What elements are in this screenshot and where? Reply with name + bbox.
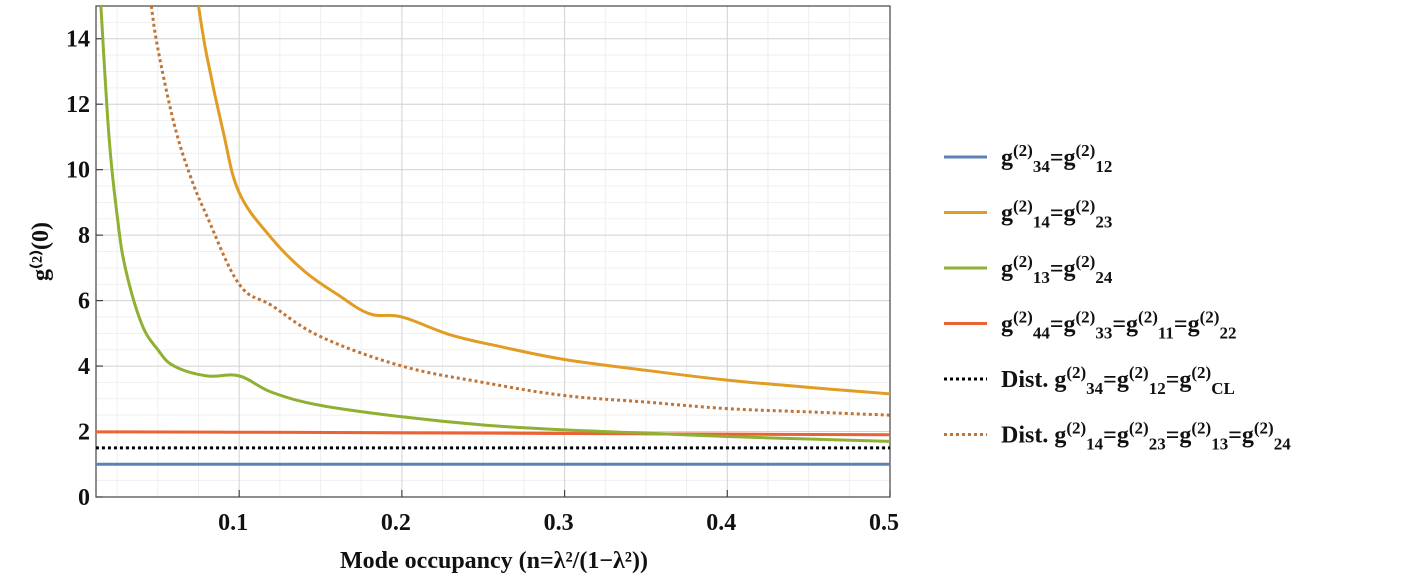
- legend-label: g(2)34=g(2)12: [1001, 141, 1112, 176]
- x-tick-label: 0.2: [381, 510, 411, 536]
- y-axis-label: g⁽²⁾(0): [28, 222, 54, 281]
- x-axis-label: Mode occupancy (n=λ²/(1−λ²)): [340, 548, 648, 574]
- legend-label: g(2)13=g(2)24: [1001, 252, 1113, 287]
- x-tick-label: 0.3: [544, 510, 574, 536]
- x-tick-label: 0.1: [218, 510, 248, 536]
- plot-frame: [95, 5, 891, 498]
- legend-item: g(2)34=g(2)12: [944, 141, 1112, 176]
- legend-item: Dist. g(2)34=g(2)12=g(2)CL: [944, 363, 1235, 398]
- series-line-4: [96, 430, 890, 437]
- y-tick-label: 12: [66, 92, 90, 118]
- legend-item: g(2)13=g(2)24: [944, 252, 1113, 287]
- legend-label: g(2)44=g(2)33=g(2)11=g(2)22: [1001, 308, 1236, 343]
- grid: [96, 5, 891, 498]
- y-tick-label: 8: [78, 223, 90, 249]
- series-line-2: [197, 6, 890, 396]
- series-line-3: [99, 6, 890, 443]
- series-lines: [96, 6, 890, 466]
- y-tick-label: 4: [78, 354, 90, 380]
- y-tick-label: 6: [78, 289, 90, 315]
- legend-label: Dist. g(2)14=g(2)23=g(2)13=g(2)24: [1001, 419, 1291, 454]
- y-tick-label: 14: [66, 27, 90, 53]
- legend: g(2)34=g(2)12 g(2)14=g(2)23 g(2)13=g(2)24 g…: [944, 141, 1291, 454]
- axis-ticks: 0 2 4 6 8 10 12 14 0.1 0.2 0.3 0.4 0.5: [66, 27, 899, 536]
- legend-label: Dist. g(2)34=g(2)12=g(2)CL: [1001, 363, 1235, 398]
- legend-item: g(2)44=g(2)33=g(2)11=g(2)22: [944, 308, 1236, 343]
- x-tick-label: 0.5: [869, 510, 899, 536]
- legend-item: Dist. g(2)14=g(2)23=g(2)13=g(2)24: [944, 419, 1291, 454]
- legend-item: g(2)14=g(2)23: [944, 197, 1112, 232]
- series-line-6: [149, 6, 890, 417]
- y-tick-label: 10: [66, 158, 90, 184]
- y-tick-label: 2: [78, 420, 90, 446]
- y-tick-label: 0: [78, 485, 90, 511]
- x-tick-label: 0.4: [706, 510, 736, 536]
- legend-label: g(2)14=g(2)23: [1001, 197, 1112, 232]
